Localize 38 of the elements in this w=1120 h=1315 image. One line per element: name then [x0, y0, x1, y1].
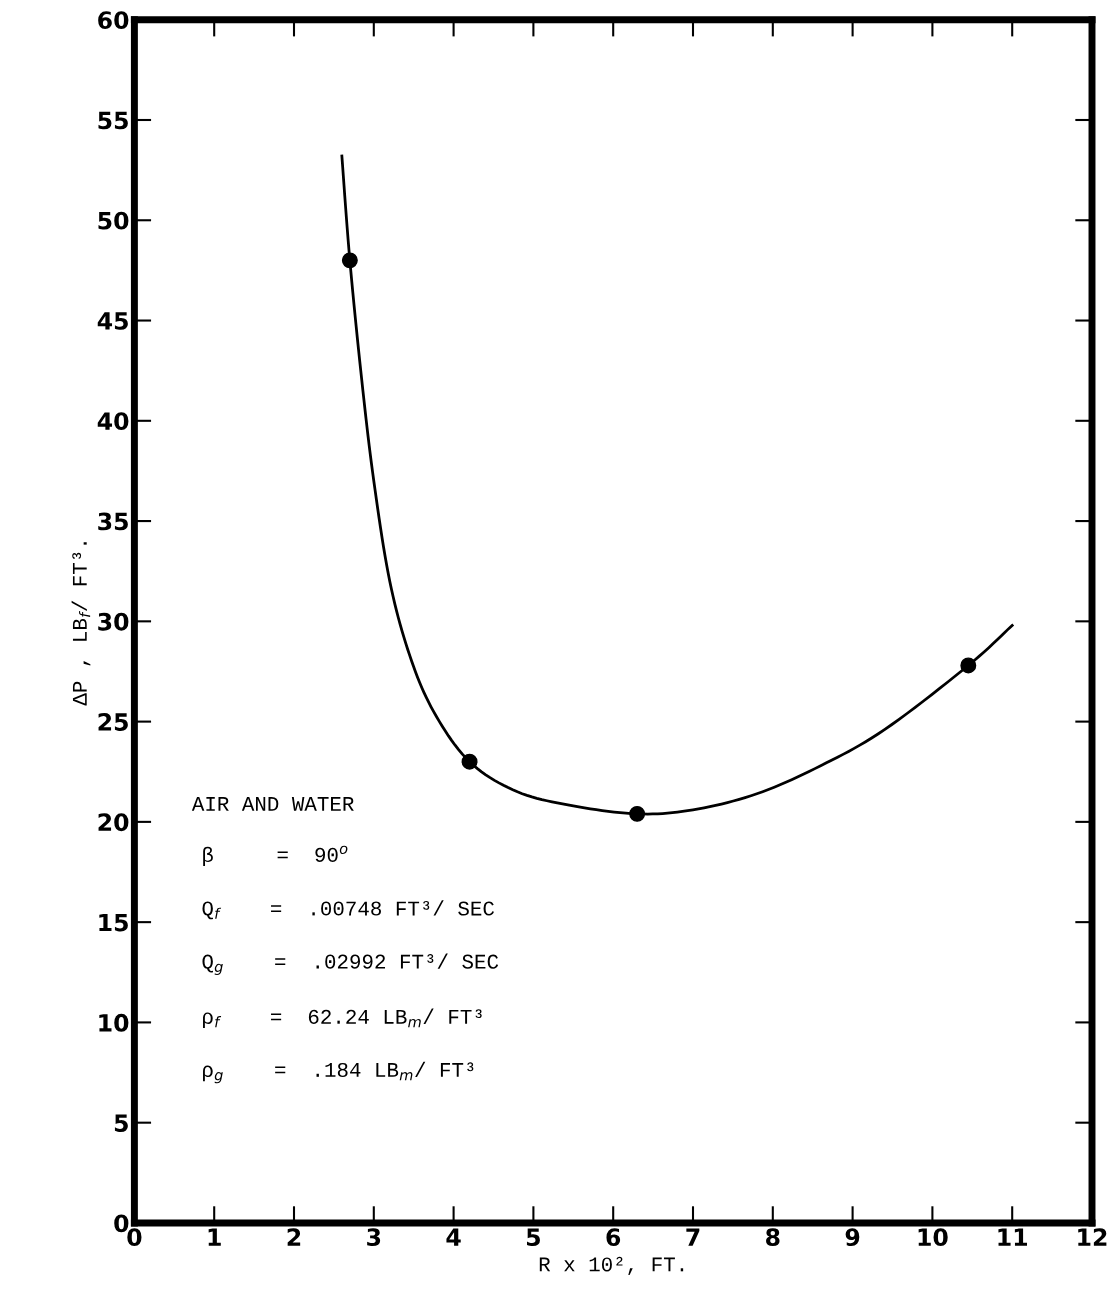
y-tick-label: 0 — [114, 1214, 129, 1233]
text: Q$_{g}$ = .02992 FT³/ SEC — [202, 953, 499, 975]
x-tick-label: 10 — [918, 1228, 948, 1247]
x-tick-label: 5 — [527, 1228, 540, 1247]
x-tick-label: 9 — [845, 1228, 860, 1247]
y-tick-label: 25 — [98, 713, 128, 731]
x-tick-label: 6 — [606, 1228, 621, 1247]
y-tick-label: 45 — [97, 312, 128, 330]
x-tick-label: 7 — [686, 1228, 700, 1246]
point — [960, 657, 977, 674]
y-tick-label: 30 — [98, 612, 129, 631]
point — [341, 252, 358, 269]
x-tick-label: 0 — [127, 1228, 142, 1247]
y-axis-title: ΔP , LB$_{f}$/ FT³. — [71, 542, 91, 706]
x-tick-label: 3 — [367, 1228, 381, 1247]
text: Q$_{f}$ = .00748 FT³/ SEC — [202, 900, 494, 920]
x-tick-label: 4 — [446, 1228, 461, 1246]
y-tick-label: 60 — [98, 11, 129, 30]
x-tick-label: 11 — [998, 1228, 1028, 1246]
x-axis-title: R x 10², FT. — [539, 1256, 684, 1276]
annotation: AIR AND WATER — [191, 797, 354, 811]
y-tick-label: 40 — [97, 412, 129, 431]
x-tick-label: 2 — [287, 1228, 301, 1246]
x-tick-label: 1 — [208, 1228, 221, 1246]
y-tick-label: 5 — [114, 1114, 128, 1132]
y-tick-label: 10 — [99, 1013, 129, 1032]
text: ρ$_{f}$ = 62.24 LB$_{m}$/ FT³ — [203, 1008, 482, 1029]
y-tick-label: 20 — [98, 813, 129, 832]
y-tick-label: 55 — [98, 111, 128, 130]
x-tick-label: 8 — [766, 1228, 780, 1247]
point — [629, 805, 646, 822]
point — [461, 753, 478, 770]
y-tick-label: 35 — [98, 512, 128, 531]
y-tick-label: 15 — [99, 913, 128, 932]
text: ρ$_{g}$ = .184 LB$_{m}$/ FT³ — [203, 1061, 474, 1084]
y-tick-label: 50 — [98, 211, 129, 230]
x-tick-label: 12 — [1078, 1228, 1107, 1246]
annotation: β = 90$^{o}$ — [203, 845, 348, 867]
